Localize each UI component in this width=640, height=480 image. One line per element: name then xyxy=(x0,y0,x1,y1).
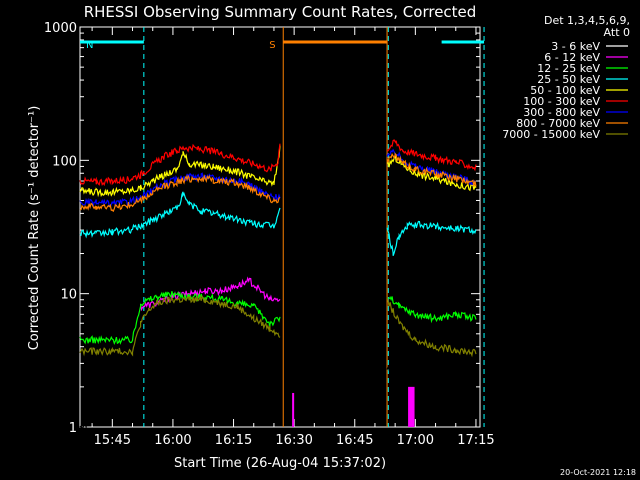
series-line-800-7000-kev xyxy=(79,152,477,213)
x-tick-label: 17:15 xyxy=(457,433,494,448)
series-line-50-100-kev xyxy=(79,145,477,198)
legend-label-6-12-kev: 6 - 12 keV xyxy=(544,51,600,64)
legend-label-12-25-kev: 12 - 25 keV xyxy=(537,62,600,75)
x-tick-label: 17:00 xyxy=(397,433,434,448)
flag-label-s: S xyxy=(269,40,275,51)
legend-label-300-800-kev: 300 - 800 keV xyxy=(523,106,600,119)
series-line-6-12-kev xyxy=(140,276,281,312)
x-tick-label: 16:00 xyxy=(154,433,191,448)
series-line-100-300-kev xyxy=(79,139,477,187)
legend-label-100-300-kev: 100 - 300 keV xyxy=(523,95,600,108)
series-line-7000-15000-kev xyxy=(79,294,477,358)
legend-label-50-100-kev: 50 - 100 keV xyxy=(530,84,600,97)
bar-3-6-kev xyxy=(292,392,295,427)
bar-6-12-kev xyxy=(408,386,415,427)
legend-label-25-50-kev: 25 - 50 keV xyxy=(537,73,600,86)
x-tick-label: 15:45 xyxy=(94,433,131,448)
flag-label-n: N xyxy=(86,40,93,51)
x-tick-label: 16:15 xyxy=(215,433,252,448)
legend-label-7000-15000-kev: 7000 - 15000 keV xyxy=(502,128,600,141)
y-tick-label: 1000 xyxy=(44,21,77,36)
series-line-12-25-kev xyxy=(79,291,477,345)
x-tick-label: 16:30 xyxy=(275,433,312,448)
plot-frame xyxy=(79,26,481,428)
y-tick-label: 10 xyxy=(60,288,77,303)
y-axis-label: Corrected Count Rate (s⁻¹ detector⁻¹) xyxy=(27,106,42,351)
legend-header-line-1: Det 1,3,4,5,6,9, xyxy=(544,14,630,27)
generation-timestamp: 20-Oct-2021 12:18 xyxy=(560,468,636,477)
legend-label-3-6-kev: 3 - 6 keV xyxy=(551,40,600,53)
x-axis-label: Start Time (26-Aug-04 15:37:02) xyxy=(174,456,386,471)
series-line-3-6-kev xyxy=(79,334,400,431)
y-tick-label: 100 xyxy=(52,154,77,169)
legend-header-line-2: Att 0 xyxy=(604,26,630,39)
y-tick-label: 1 xyxy=(69,421,77,436)
x-tick-label: 16:45 xyxy=(336,433,373,448)
series-line-25-50-kev xyxy=(79,191,477,257)
chart-title: RHESSI Observing Summary Count Rates, Co… xyxy=(84,3,477,21)
legend-label-800-7000-kev: 800 - 7000 keV xyxy=(516,117,600,130)
plot-area: 1 10 100 1000 15:45 16:00 16:15 16:30 16:45 17:00… xyxy=(44,21,495,448)
